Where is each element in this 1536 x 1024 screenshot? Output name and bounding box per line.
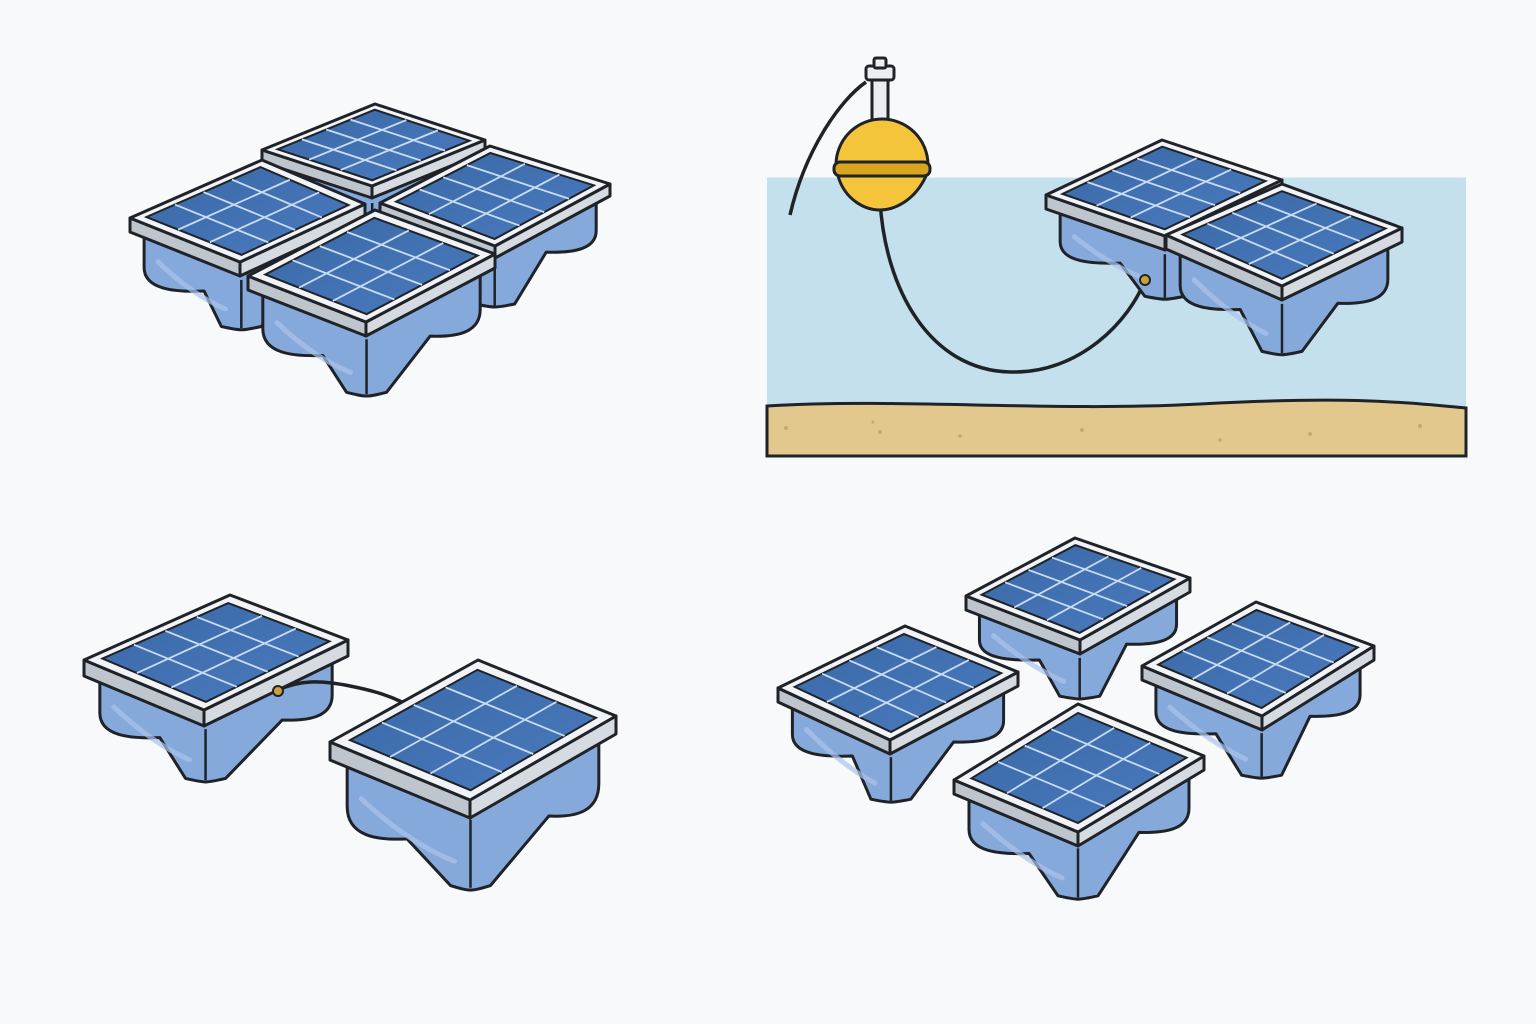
solar-module <box>82 593 350 784</box>
solar-cells <box>969 711 1189 825</box>
solar-module <box>952 702 1206 901</box>
solar-module <box>776 624 1020 804</box>
solar-cells <box>262 216 481 316</box>
buoy <box>832 56 932 212</box>
mooring-cable <box>878 199 1147 374</box>
solar-cells <box>347 668 599 792</box>
solar-cells <box>274 108 473 182</box>
solar-module <box>246 208 497 398</box>
solar-module <box>1164 182 1404 357</box>
cable-connector <box>272 685 284 697</box>
solar-cells <box>99 601 333 704</box>
interconnect-cable <box>277 680 403 704</box>
solar-cells <box>979 544 1177 634</box>
solar-cells <box>792 632 1004 734</box>
buoy-knob <box>872 56 888 70</box>
cable-connector <box>1139 274 1151 286</box>
solar-cells <box>1155 608 1361 710</box>
solar-cells <box>1059 145 1269 231</box>
solar-module <box>964 536 1192 701</box>
buoy-post <box>870 74 890 124</box>
solar-module <box>1044 138 1284 301</box>
solar-cells <box>393 151 597 241</box>
solar-module <box>328 658 618 892</box>
spaced-array-panel <box>776 536 1376 901</box>
cabled-pair-panel <box>82 593 618 892</box>
seabed-pebbles <box>784 420 1422 442</box>
solar-cells <box>1180 190 1389 280</box>
linked-array-panel <box>128 102 612 398</box>
seabed <box>765 398 1468 458</box>
solar-module <box>1140 600 1376 780</box>
moored-pair-panel <box>765 56 1468 458</box>
buoy-tether <box>788 80 867 216</box>
solar-cells <box>143 166 351 256</box>
